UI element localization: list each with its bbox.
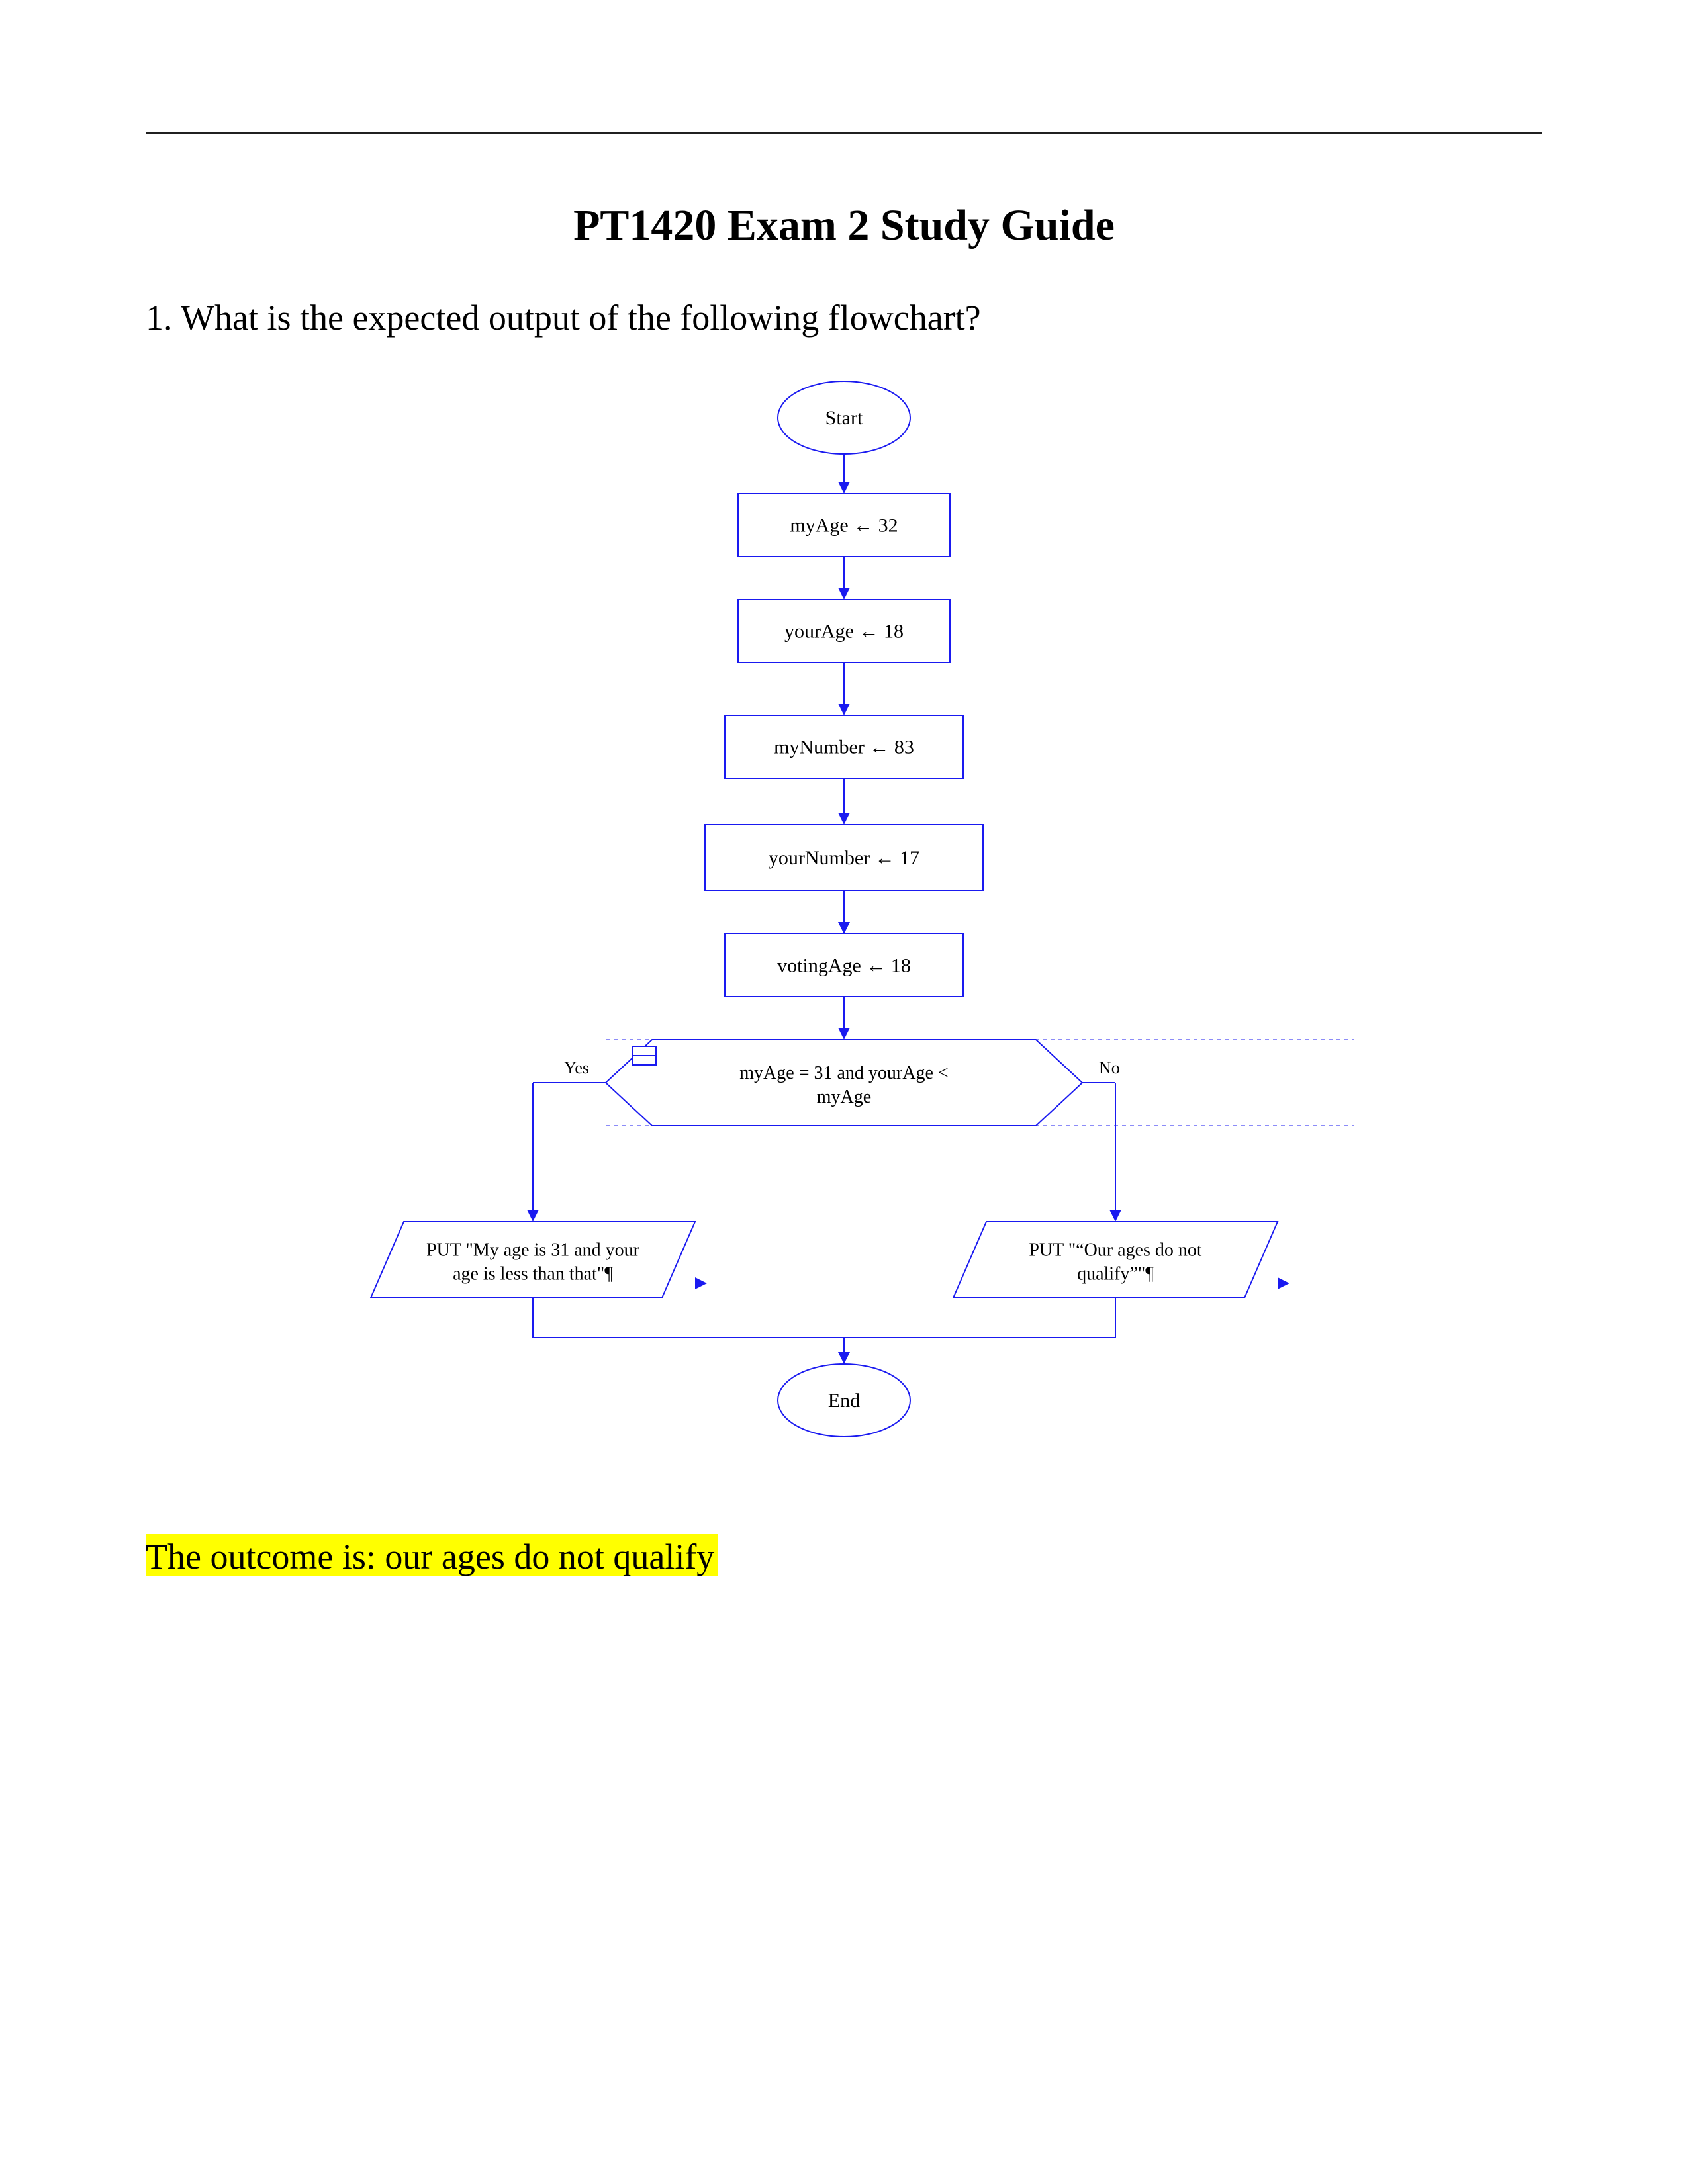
svg-text:myAge ← 32: myAge ← 32: [790, 515, 898, 537]
svg-text:age is less than that"¶: age is less than that"¶: [453, 1264, 613, 1285]
question-text: 1. What is the expected output of the fo…: [146, 297, 1542, 338]
svg-text:qualify”"¶: qualify”"¶: [1077, 1264, 1154, 1285]
svg-text:myAge: myAge: [817, 1087, 871, 1107]
svg-text:End: End: [828, 1390, 860, 1412]
answer-text: The outcome is: our ages do not qualify: [146, 1534, 718, 1576]
flowchart-container: Start End myAge ← 32 yourAge ← 18 myNumber ←…: [146, 358, 1542, 1457]
svg-text:votingAge ← 18: votingAge ← 18: [777, 955, 911, 977]
svg-text:Yes: Yes: [564, 1058, 589, 1077]
svg-text:yourAge ← 18: yourAge ← 18: [784, 621, 904, 643]
svg-text:myNumber ← 83: myNumber ← 83: [774, 737, 914, 758]
page-title: PT1420 Exam 2 Study Guide: [146, 201, 1542, 251]
svg-text:PUT "My age is 31 and your: PUT "My age is 31 and your: [426, 1240, 640, 1261]
svg-text:No: No: [1099, 1058, 1120, 1077]
svg-text:PUT "“Our ages do not: PUT "“Our ages do not: [1029, 1240, 1202, 1261]
flowchart: Start End myAge ← 32 yourAge ← 18 myNumber ←…: [328, 358, 1360, 1457]
top-rule: [146, 132, 1542, 134]
svg-text:yourNumber ← 17: yourNumber ← 17: [769, 847, 919, 869]
answer-line: The outcome is: our ages do not qualify: [146, 1536, 1542, 1577]
svg-text:myAge = 31 and yourAge <: myAge = 31 and yourAge <: [739, 1063, 948, 1083]
page: PT1420 Exam 2 Study Guide 1. What is the…: [0, 0, 1688, 2184]
svg-text:Start: Start: [825, 407, 863, 429]
